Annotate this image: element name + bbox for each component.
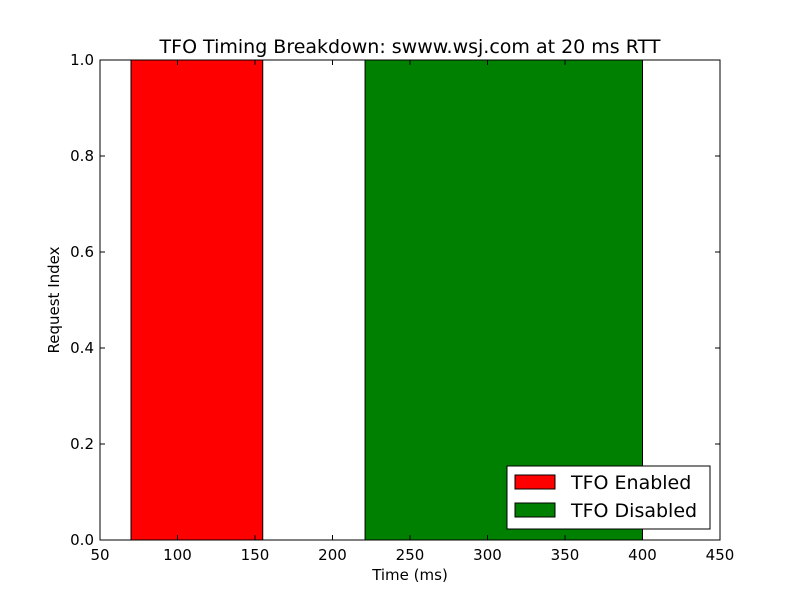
x-tick-label: 200 <box>318 546 347 564</box>
y-tick-label: 0.2 <box>70 435 94 453</box>
x-tick-label: 100 <box>163 546 192 564</box>
legend-swatch <box>514 474 556 490</box>
y-axis-title: Request Index <box>45 246 63 353</box>
x-tick-label: 400 <box>628 546 657 564</box>
legend-label: TFO Enabled <box>570 472 691 494</box>
x-axis-title: Time (ms) <box>371 566 448 584</box>
y-tick-label: 1.0 <box>70 51 94 69</box>
bar-tfo-enabled <box>130 59 264 541</box>
y-tick-label: 0.6 <box>70 243 94 261</box>
x-tick-label: 50 <box>90 546 109 564</box>
x-tick-label: 250 <box>396 546 425 564</box>
x-tick-label: 300 <box>473 546 502 564</box>
legend-items: TFO Enabled TFO Disabled <box>514 472 697 522</box>
legend: TFO Enabled TFO Disabled <box>506 465 711 530</box>
legend-label: TFO Disabled <box>570 500 697 522</box>
x-tick-label: 350 <box>551 546 580 564</box>
y-tick-label: 0.4 <box>70 339 94 357</box>
chart-title: TFO Timing Breakdown: swww.wsj.com at 20… <box>159 36 661 58</box>
bar-tfo-disabled <box>364 59 643 541</box>
y-tick-label: 0.8 <box>70 147 94 165</box>
x-tick-label: 450 <box>706 546 735 564</box>
ticks-layer: 50 100 150 200 250 300 350 400 450 0.0 0.2 0.4 0.6 0.… <box>70 51 734 564</box>
bars-layer <box>130 59 643 541</box>
y-tick-label: 0.0 <box>70 531 94 549</box>
legend-swatch <box>514 502 556 518</box>
x-tick-label: 150 <box>241 546 270 564</box>
